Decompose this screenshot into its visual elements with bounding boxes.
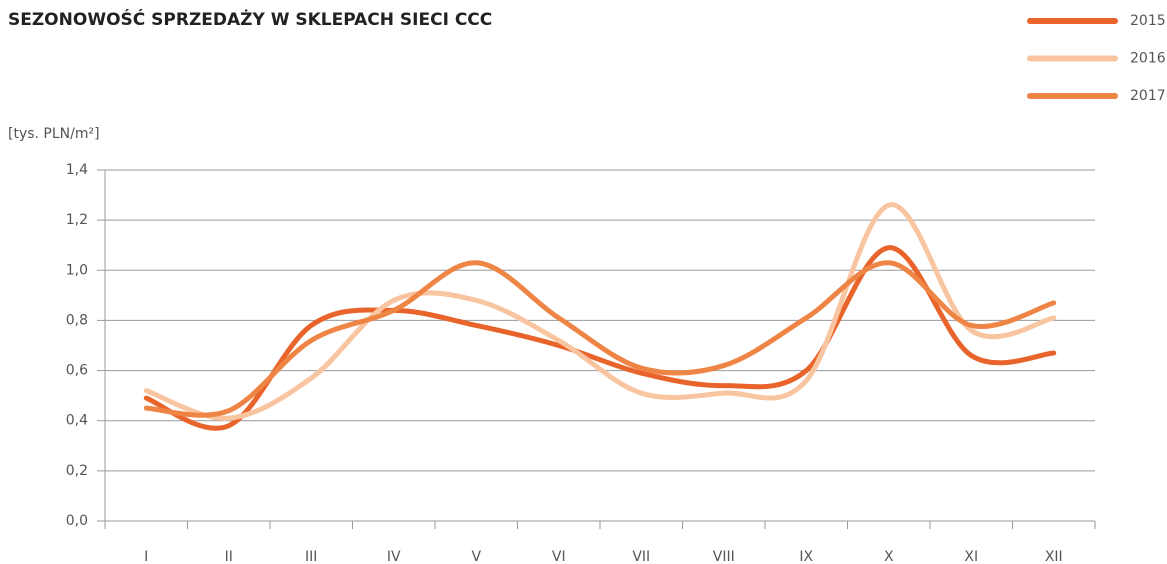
legend-label: 2016 bbox=[1130, 51, 1166, 67]
x-tick-label: X bbox=[884, 549, 894, 564]
x-tick-label: VIII bbox=[713, 549, 735, 564]
x-tick-label: VI bbox=[552, 549, 566, 564]
x-tick-label: IV bbox=[387, 549, 401, 564]
y-tick-label: 0,8 bbox=[66, 312, 88, 328]
y-tick-label: 0,4 bbox=[66, 413, 88, 429]
series-line bbox=[143, 202, 1057, 421]
x-tick-label: III bbox=[305, 549, 317, 564]
x-tick-label: I bbox=[144, 549, 148, 564]
y-axis-label: [tys. PLN/m²] bbox=[8, 126, 100, 142]
y-tick-label: 1,4 bbox=[66, 162, 88, 178]
chart-title: SEZONOWOŚĆ SPRZEDAŻY W SKLEPACH SIECI CC… bbox=[8, 8, 492, 30]
series-line bbox=[143, 245, 1057, 431]
y-tick-label: 0,2 bbox=[66, 463, 88, 479]
series-line bbox=[143, 260, 1057, 418]
x-tick-label: XII bbox=[1045, 549, 1063, 564]
y-tick-label: 0,0 bbox=[66, 513, 88, 529]
x-tick-label: IX bbox=[799, 549, 813, 564]
y-tick-label: 1,2 bbox=[66, 212, 88, 228]
y-tick-label: 1,0 bbox=[66, 262, 88, 278]
legend-label: 2015 bbox=[1130, 13, 1166, 29]
x-tick-label: VII bbox=[632, 549, 650, 564]
legend-label: 2017 bbox=[1130, 88, 1166, 104]
y-tick-label: 0,6 bbox=[66, 363, 88, 379]
x-tick-label: XI bbox=[964, 549, 978, 564]
x-tick-label: II bbox=[225, 549, 233, 564]
x-tick-label: V bbox=[471, 549, 481, 564]
